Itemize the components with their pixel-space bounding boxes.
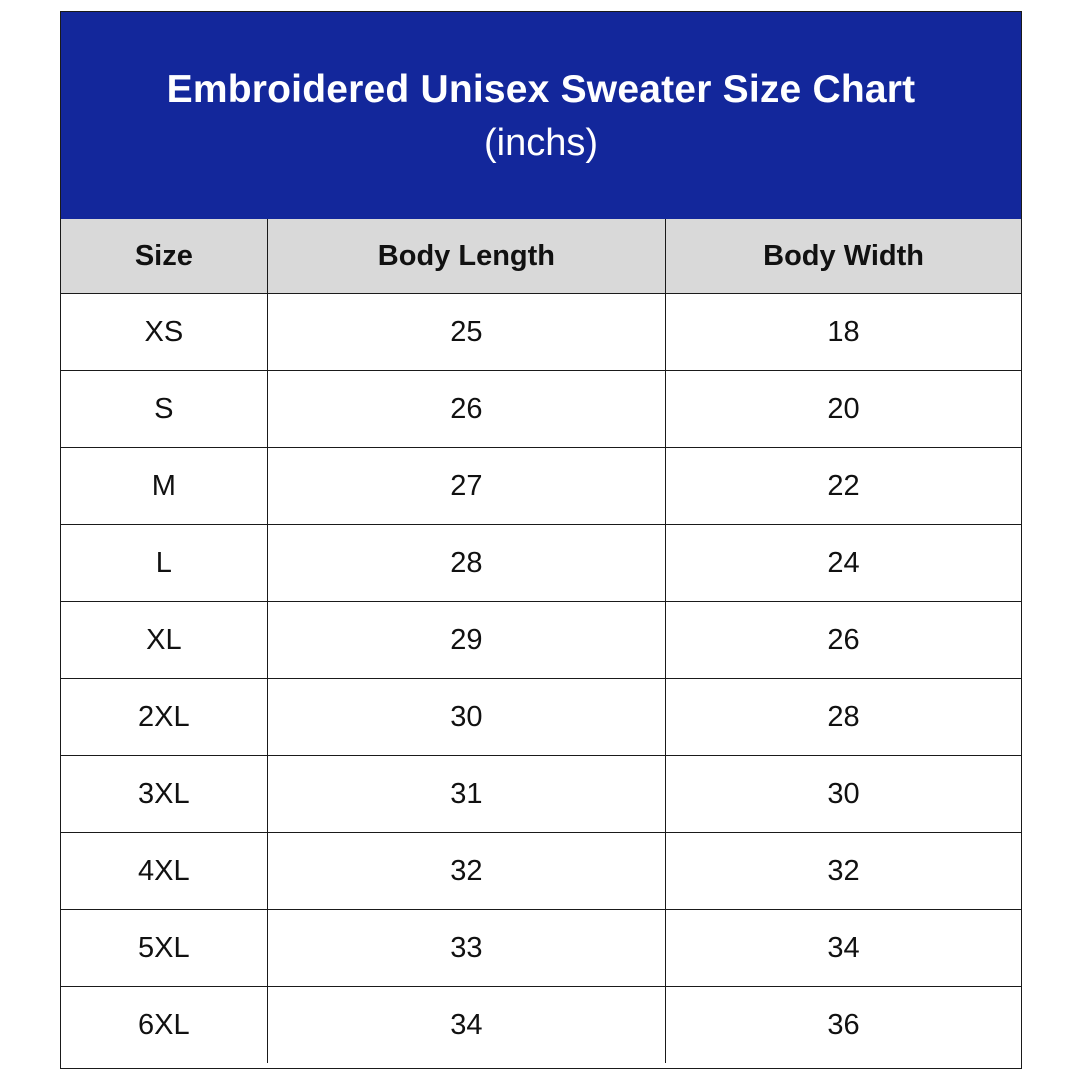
body-length-cell: 32 [266,832,667,910]
body-length-cell: 34 [266,986,667,1063]
header-body-length: Body Length [266,219,667,294]
table-row: S 26 20 [61,370,1021,448]
body-length-cell: 29 [266,601,667,679]
body-width-cell: 32 [665,832,1021,910]
body-length-cell: 33 [266,909,667,987]
header-body-width: Body Width [665,219,1021,294]
body-width-cell: 28 [665,678,1021,756]
chart-subtitle: (inchs) [483,122,599,164]
size-cell: M [61,447,268,525]
header-row: Size Body Length Body Width [61,219,1021,294]
size-cell: 3XL [61,755,268,833]
table-row: 2XL 30 28 [61,678,1021,756]
size-cell: XL [61,601,268,679]
body-width-cell: 30 [665,755,1021,833]
body-width-cell: 34 [665,909,1021,987]
body-length-cell: 30 [266,678,667,756]
body-width-cell: 22 [665,447,1021,525]
size-cell: 4XL [61,832,268,910]
size-cell: L [61,524,268,602]
body-length-cell: 28 [266,524,667,602]
size-cell: 6XL [61,986,268,1063]
body-length-cell: 31 [266,755,667,833]
size-cell: 2XL [61,678,268,756]
body-width-cell: 24 [665,524,1021,602]
body-length-cell: 26 [266,370,667,448]
table-row: 5XL 33 34 [61,909,1021,987]
header-size: Size [61,219,268,294]
body-width-cell: 26 [665,601,1021,679]
table-row: XS 25 18 [61,293,1021,371]
table-row: 3XL 31 30 [61,755,1021,833]
table-row: L 28 24 [61,524,1021,602]
table-row: 4XL 32 32 [61,832,1021,910]
size-chart: Embroidered Unisex Sweater Size Chart (i… [60,11,1022,1069]
table-row: XL 29 26 [61,601,1021,679]
table-row: 6XL 34 36 [61,986,1021,1063]
size-cell: 5XL [61,909,268,987]
size-cell: XS [61,293,268,371]
chart-title: Embroidered Unisex Sweater Size Chart [166,68,916,111]
body-length-cell: 27 [266,447,667,525]
body-length-cell: 25 [266,293,667,371]
size-cell: S [61,370,268,448]
body-width-cell: 20 [665,370,1021,448]
body-width-cell: 18 [665,293,1021,371]
body-width-cell: 36 [665,986,1021,1063]
table-row: M 27 22 [61,447,1021,525]
size-table: Size Body Length Body Width XS 25 18 S 2… [61,219,1021,1063]
title-banner: Embroidered Unisex Sweater Size Chart (i… [61,12,1021,219]
